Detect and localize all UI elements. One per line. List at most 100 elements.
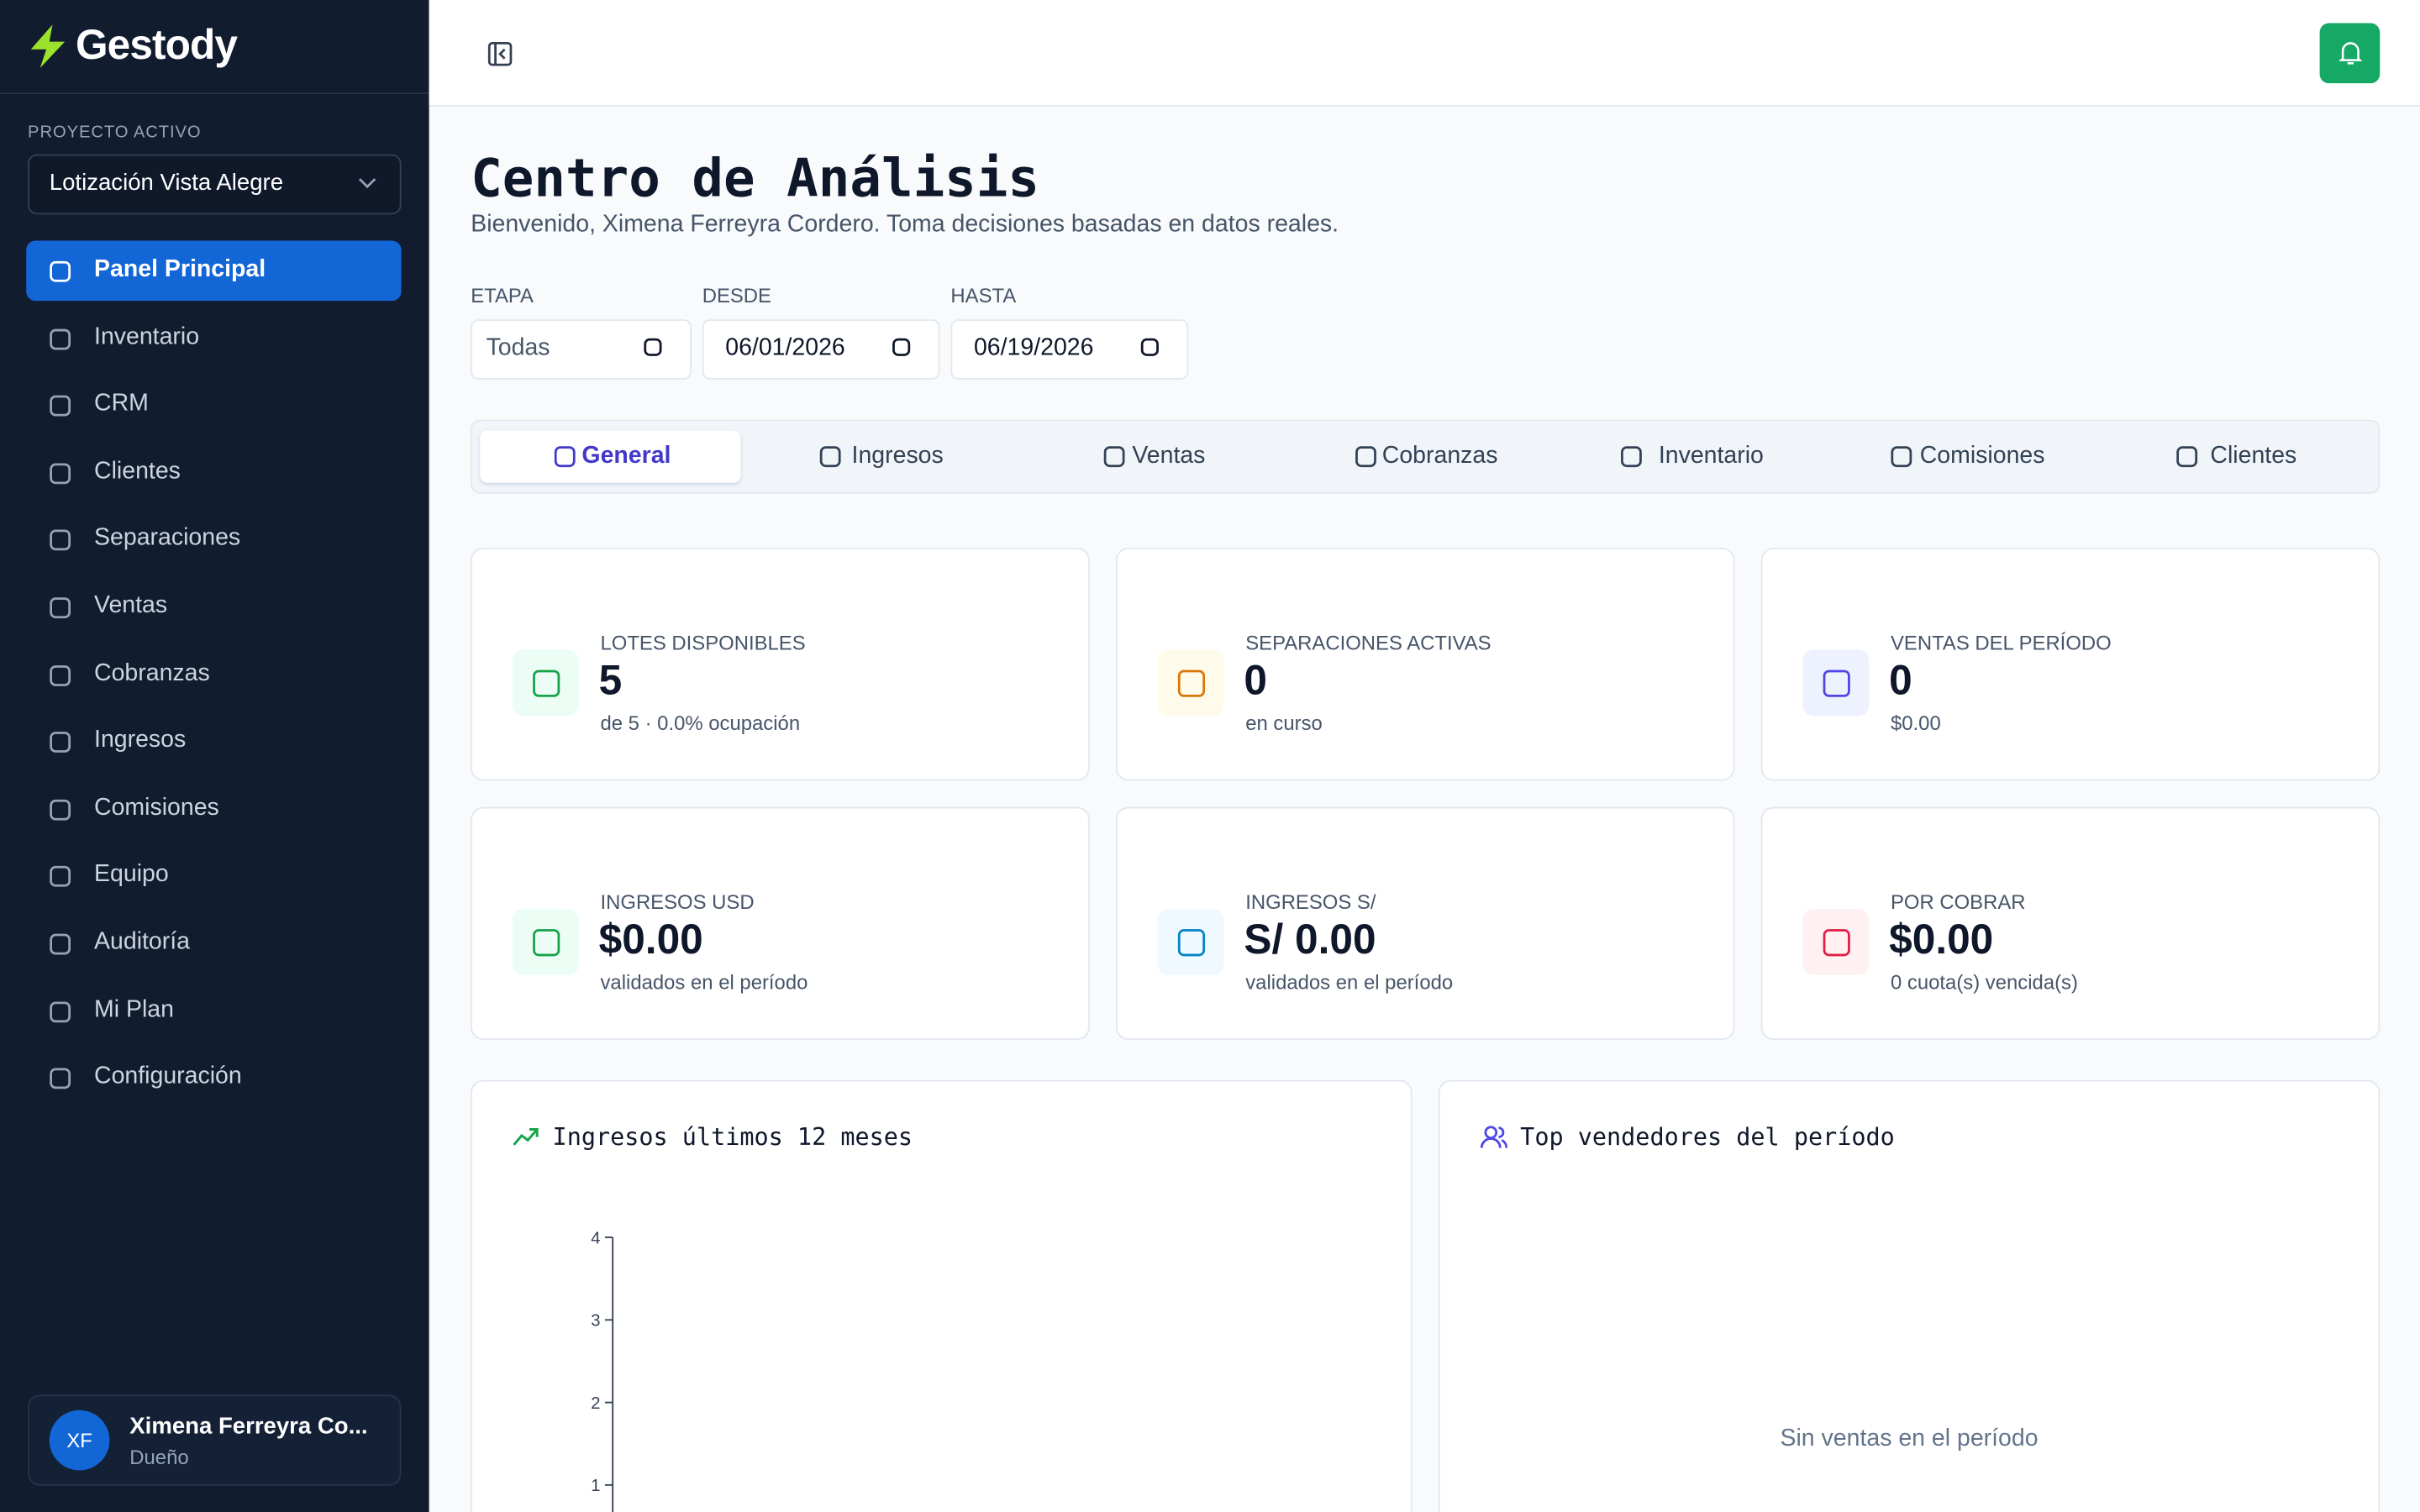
nav-item[interactable]: Inventario (94, 323, 200, 350)
nav-icon (50, 463, 71, 484)
tab-bar (471, 419, 2381, 494)
nav-item[interactable]: Mi Plan (94, 995, 174, 1023)
project-select[interactable]: Lotización Vista Alegre (28, 154, 402, 215)
tab-active-bg (480, 430, 741, 483)
kpi-icon-bg (512, 908, 579, 975)
nav-item[interactable]: Clientes (94, 458, 181, 485)
kpi-value: 0 (1244, 657, 1268, 704)
kpi-icon (533, 669, 560, 697)
kpi-sub: $0.00 (1890, 711, 1941, 735)
tab[interactable]: Inventario (1658, 443, 1764, 470)
kpi-label: INGRESOS USD (600, 890, 755, 914)
nav-item[interactable]: Configuración (94, 1063, 242, 1090)
kpi-sub: validados en el período (600, 970, 808, 994)
kpi-icon (533, 929, 560, 957)
chevron (644, 338, 662, 356)
filter-input[interactable] (471, 319, 692, 380)
tab[interactable]: Comisiones (1919, 443, 2045, 470)
chevron (358, 178, 376, 189)
filter-input[interactable] (702, 319, 940, 380)
tab-icon (1891, 446, 1913, 468)
kpi-icon-bg (1802, 908, 1870, 975)
calendar-icon (1140, 338, 1159, 356)
filter-label: HASTA (950, 283, 1017, 307)
chart: 1 2 3 4 (591, 1229, 614, 1512)
nav-item[interactable]: CRM (94, 391, 149, 417)
tab[interactable]: Clientes (2210, 443, 2297, 470)
nav-icon (50, 1000, 71, 1022)
nav-icon (50, 799, 71, 821)
filter-input[interactable] (950, 319, 1189, 380)
y-tick-label: 4 (591, 1229, 600, 1247)
kpi-icon (1177, 669, 1206, 697)
tab-icon (1103, 446, 1125, 468)
nav-item[interactable]: Comisiones (94, 794, 219, 821)
kpi-icon (1823, 929, 1850, 957)
kpi-sub: de 5 · 0.0% ocupación (600, 711, 801, 735)
nav-item[interactable]: Equipo (94, 861, 169, 888)
kpi-sub: en curso (1245, 711, 1323, 735)
sellers-empty: Sin ventas en el período (1780, 1425, 2039, 1452)
nav-icon (50, 597, 71, 619)
sidebar: Gestody PROYECTO ACTIVO Lotización Vista… (0, 0, 429, 1512)
project-label: PROYECTO ACTIVO (28, 123, 202, 142)
chart-title: Ingresos últimos 12 meses (552, 1123, 913, 1152)
nav-item[interactable]: Separaciones (94, 525, 241, 552)
kpi-label: VENTAS DEL PERÍODO (1890, 631, 2112, 654)
nav-item[interactable]: Cobranzas (94, 659, 210, 686)
y-tick-label: 3 (591, 1312, 600, 1331)
kpi-icon (1823, 669, 1850, 697)
kpi-icon-bg (1157, 649, 1224, 717)
toggle-sidebar[interactable] (487, 42, 513, 66)
nav-icon (50, 260, 71, 282)
filter-value: 06/19/2026 (973, 334, 1094, 361)
kpi-sub: 0 cuota(s) vencida(s) (1890, 970, 2078, 994)
tab-icon (2175, 446, 2197, 468)
sellers-panel (1438, 1079, 2381, 1512)
tab[interactable]: Cobranzas (1381, 443, 1498, 470)
calendar-icon (892, 338, 911, 356)
kpi-icon-bg (1157, 908, 1224, 975)
nav-item[interactable]: Auditoría (94, 928, 191, 955)
topbar (429, 0, 2420, 107)
brand: Gestody (75, 21, 238, 68)
sellers-title: Top vendedores del período (1520, 1123, 1895, 1152)
kpi-value: $0.00 (1889, 916, 1994, 963)
tab-icon (819, 446, 841, 468)
y-tick-label: 2 (591, 1394, 600, 1413)
nav-icon (50, 396, 71, 417)
tab[interactable]: Ventas (1132, 443, 1206, 470)
nav-item[interactable]: Ventas (94, 592, 168, 619)
users-icon (1480, 1126, 1508, 1148)
tab[interactable]: Ingresos (851, 443, 944, 470)
kpi-label: SEPARACIONES ACTIVAS (1245, 631, 1491, 654)
tab[interactable]: General (581, 443, 671, 470)
kpi-value: S/ 0.00 (1244, 916, 1376, 963)
revenue-panel (471, 1079, 1413, 1512)
kpi-label: INGRESOS S/ (1245, 890, 1376, 914)
nav-item[interactable]: Ingresos (94, 727, 187, 753)
kpi-icon-bg (512, 649, 579, 717)
bell-icon (2338, 42, 2363, 65)
filter-value: 06/01/2026 (725, 334, 845, 361)
nav-icon (50, 1068, 71, 1089)
kpi-label: POR COBRAR (1890, 890, 2026, 914)
logo-icon (30, 24, 66, 68)
y-tick-label: 1 (591, 1477, 600, 1495)
kpi-card (1115, 806, 1735, 1040)
nav-icon (50, 732, 71, 753)
kpi-label: LOTES DISPONIBLES (600, 631, 806, 654)
kpi-icon (1177, 929, 1206, 957)
nav-item[interactable]: Panel Principal (94, 255, 266, 283)
nav-icon (50, 933, 71, 955)
nav-icon (50, 328, 71, 349)
user-role: Dueño (129, 1446, 189, 1469)
notifications[interactable] (2319, 23, 2381, 84)
page-subtitle: Bienvenido, Ximena Ferreyra Cordero. Tom… (471, 211, 1339, 238)
user-box[interactable]: XF Ximena Ferreyra Co... Dueño (28, 1394, 402, 1486)
kpi-value: 5 (598, 657, 623, 704)
tab-icon (1620, 446, 1642, 468)
project: Lotización Vista Alegre (49, 170, 284, 197)
